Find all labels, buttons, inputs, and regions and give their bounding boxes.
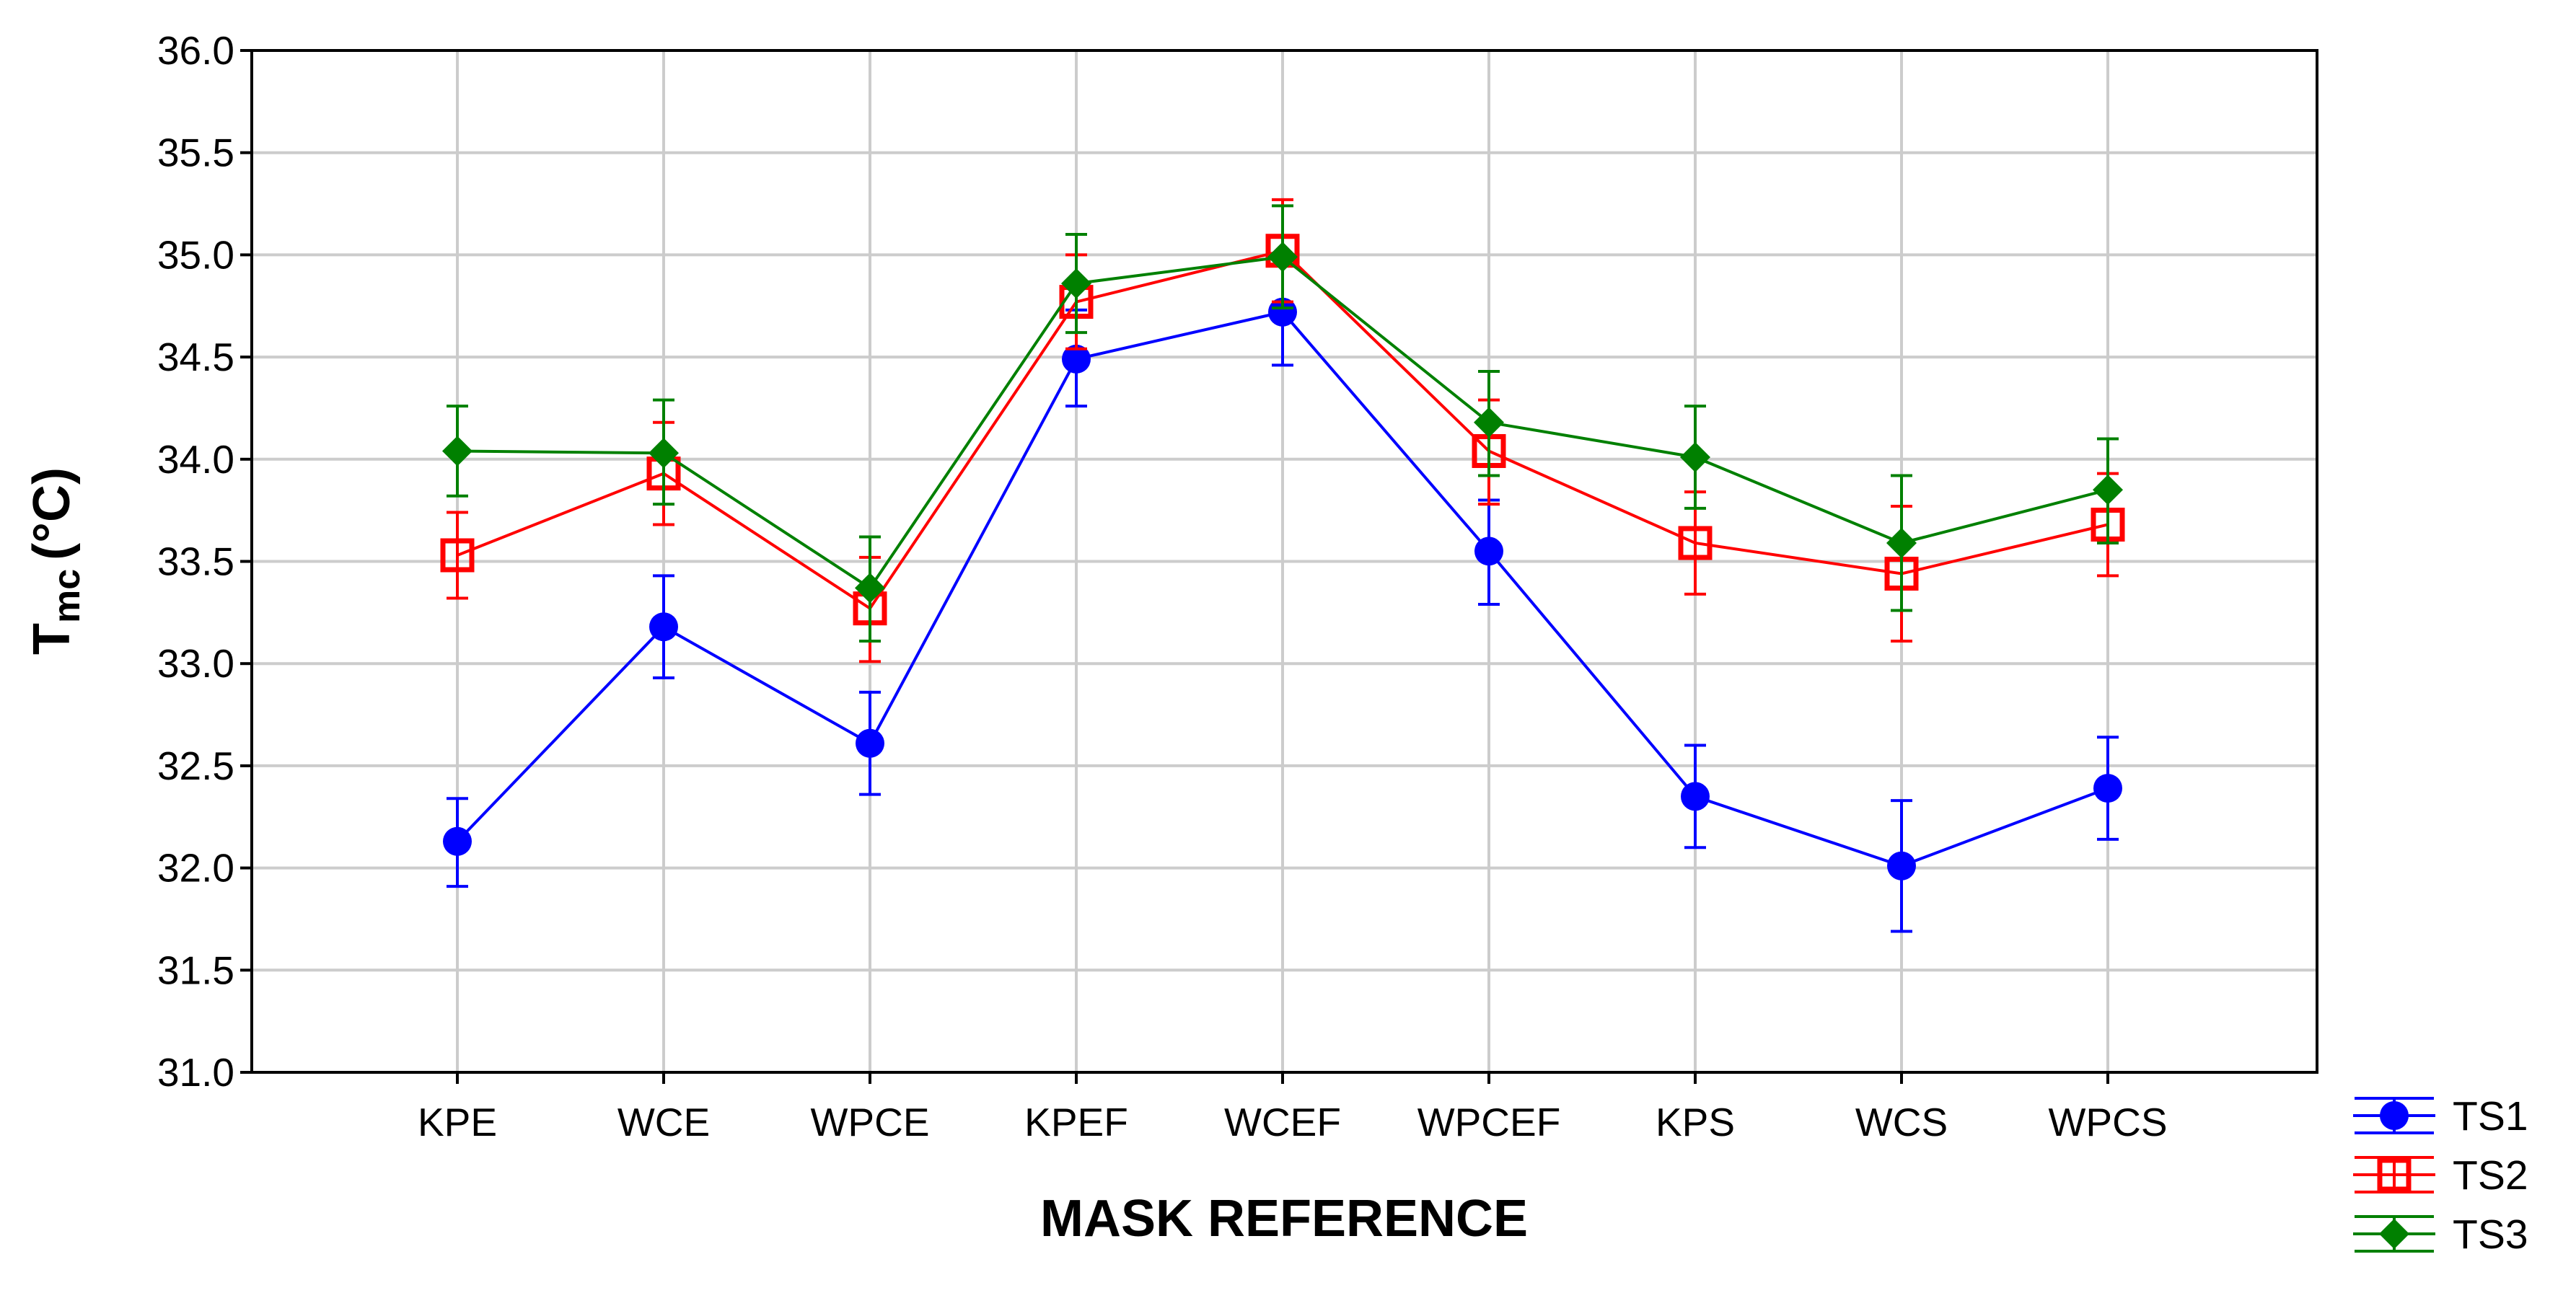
- y-tick-label: 32.5: [157, 743, 234, 788]
- y-tick-label: 35.0: [157, 232, 234, 277]
- legend-label: TS3: [2453, 1212, 2528, 1258]
- data-point: [440, 538, 475, 573]
- legend-label: TS1: [2453, 1093, 2528, 1139]
- data-point: [1474, 537, 1503, 566]
- y-axis-title-unit: (°C): [23, 467, 81, 560]
- data-point: [2093, 475, 2123, 506]
- x-tick-label: WPCE: [811, 1100, 930, 1144]
- y-tick-label: 33.5: [157, 539, 234, 584]
- legend-label: TS2: [2453, 1152, 2528, 1199]
- data-point: [1061, 268, 1091, 299]
- data-point: [856, 728, 884, 758]
- x-tick-label: KPE: [418, 1100, 497, 1144]
- legend-marker: [2380, 1101, 2409, 1130]
- data-point: [1886, 527, 1917, 558]
- y-tick-label: 36.0: [157, 28, 234, 73]
- data-point: [2093, 774, 2122, 803]
- y-tick-label: 33.0: [157, 641, 234, 686]
- y-tick-label: 31.5: [157, 948, 234, 992]
- data-point: [649, 612, 678, 642]
- data-point: [1474, 407, 1504, 438]
- x-axis: KPE WCE WPCE KPEF WCEF WPCEF KPS WCS WPCS: [418, 1072, 2168, 1144]
- legend: TS1 TS2 TS3: [2353, 1093, 2528, 1258]
- x-tick-label: KPEF: [1024, 1100, 1128, 1144]
- x-tick-label: WCS: [1855, 1100, 1948, 1144]
- x-tick-label: KPS: [1656, 1100, 1735, 1144]
- y-tick-label: 31.0: [157, 1050, 234, 1095]
- x-axis-title: MASK REFERENCE: [1040, 1190, 1528, 1248]
- x-tick-label: WCE: [617, 1100, 710, 1144]
- data-point: [855, 573, 885, 604]
- x-tick-label: WPCS: [2049, 1100, 2168, 1144]
- y-tick-label: 34.5: [157, 335, 234, 379]
- data-point: [1887, 851, 1916, 881]
- data-point: [1062, 344, 1091, 374]
- legend-item-ts2: TS2: [2353, 1152, 2528, 1199]
- data-point: [1681, 782, 1710, 811]
- y-axis-title-sub: mc: [46, 569, 88, 623]
- y-axis: 31.0 31.5 32.0 32.5 33.0 33.5 34.0 34.5 35.0 35.5…: [157, 28, 252, 1095]
- data-point: [1268, 297, 1297, 327]
- series-layer: [440, 198, 2125, 933]
- legend-marker: [2379, 1219, 2409, 1249]
- y-axis-title: Tmc (°C): [23, 467, 88, 655]
- y-tick-label: 34.0: [157, 437, 234, 482]
- data-point: [1678, 526, 1713, 560]
- y-tick-label: 35.5: [157, 131, 234, 175]
- series-ts3: [442, 204, 2123, 643]
- legend-marker: [2377, 1157, 2412, 1192]
- data-point: [442, 436, 472, 467]
- data-point: [443, 826, 472, 856]
- y-axis-title-main: T: [23, 623, 81, 655]
- legend-item-ts1: TS1: [2353, 1093, 2528, 1139]
- data-point: [1267, 242, 1298, 273]
- x-tick-label: WPCEF: [1417, 1100, 1561, 1144]
- data-point: [1680, 441, 1710, 472]
- x-tick-label: WCEF: [1224, 1100, 1341, 1144]
- y-tick-label: 32.0: [157, 846, 234, 891]
- legend-item-ts3: TS3: [2353, 1212, 2528, 1258]
- data-point: [649, 438, 679, 469]
